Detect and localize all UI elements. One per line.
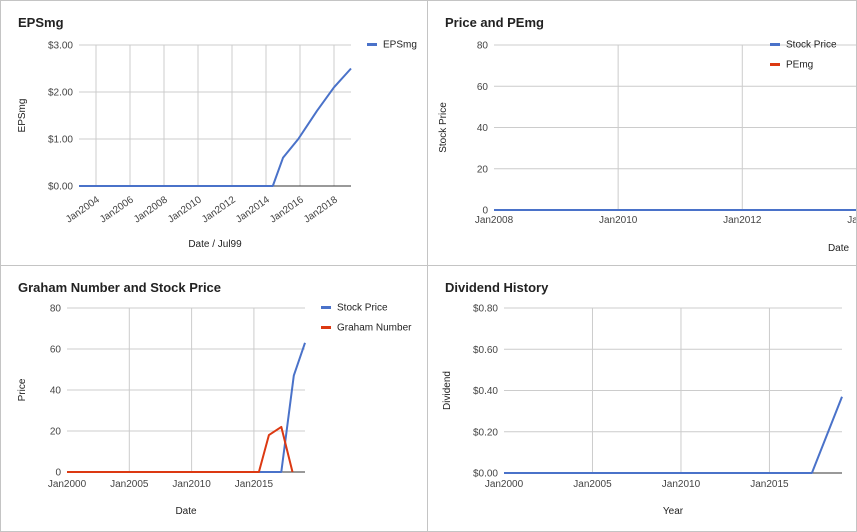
legend-swatch: [367, 43, 377, 46]
chart-title: Price and PEmg: [445, 15, 544, 30]
chart-title: Dividend History: [445, 280, 549, 295]
x-tick-label: Jan2004: [64, 194, 102, 225]
x-tick-label: Jan2015: [235, 479, 274, 490]
x-tick-label: Jan2010: [172, 479, 211, 490]
x-tick-label: Jan2012: [723, 215, 762, 226]
y-axis-title: Stock Price: [438, 102, 449, 153]
chart-svg: EPSmg$0.00$1.00$2.00$3.00Jan2004Jan2006J…: [17, 15, 417, 250]
x-tick-label: Jan2014: [234, 194, 272, 225]
legend-label: Graham Number: [337, 323, 412, 334]
y-axis-title: Price: [17, 378, 28, 401]
x-tick-label: Jan2012: [200, 194, 238, 225]
y-tick-label: 60: [477, 82, 489, 93]
chart-title: Graham Number and Stock Price: [18, 280, 221, 295]
chart-svg: Price and PEmg 0 20 40 60 80 Jan2008 Jan2010 Jan…: [438, 15, 857, 254]
y-tick-label: 0: [55, 468, 61, 479]
x-tick-label: Jan2018: [302, 194, 340, 225]
y-tick-label: 60: [50, 345, 62, 356]
chart-panel-epsmg: EPSmg $0.00 $1.00 $2.00 $3.00 Jan2004 Jan2006 J…: [0, 0, 428, 266]
legend-swatch: [770, 43, 780, 46]
y-tick-label: 40: [477, 123, 489, 134]
series-line: [67, 425, 294, 473]
x-tick-label: Jan2010: [662, 479, 701, 490]
chart-panel-dividend: Dividend History $0.00 $0.20 $0.40 $0.60 $0.8…: [427, 265, 857, 532]
x-tick-label: Jan2015: [750, 479, 789, 490]
x-axis-title: Date / Jul99: [188, 239, 242, 250]
chart-svg: Dividend History $0.00 $0.20 $0.40 $0.60 $0.8…: [442, 280, 843, 517]
legend-label: EPSmg: [383, 40, 417, 51]
y-axis-title: EPSmg: [17, 99, 28, 133]
chart-panel-graham: Graham Number and Stock Price 0 20 40 60 80 Ja…: [0, 265, 428, 532]
legend-label: PEmg: [786, 60, 813, 71]
y-axis-title: Dividend: [442, 371, 453, 410]
y-tick-label: $0.60: [473, 345, 498, 356]
legend-swatch: [321, 326, 331, 329]
y-tick-label: $1.00: [48, 135, 73, 146]
series-line: [67, 342, 306, 473]
y-tick-label: $0.80: [473, 304, 498, 315]
y-tick-label: 80: [477, 41, 489, 52]
x-tick-label: Jan2014: [847, 215, 857, 226]
x-axis-title: Year: [663, 506, 684, 517]
series-line: [79, 67, 352, 187]
legend-label: Stock Price: [337, 303, 388, 314]
y-tick-label: $0.40: [473, 386, 498, 397]
chart-title: EPSmg: [18, 15, 64, 30]
y-tick-label: $0.00: [473, 469, 498, 480]
series-line: [504, 396, 843, 474]
x-axis-title: Date: [175, 506, 197, 517]
x-tick-label: Jan2008: [132, 194, 170, 225]
y-tick-label: $0.00: [48, 182, 73, 193]
x-tick-label: Jan2008: [475, 215, 514, 226]
y-tick-label: $2.00: [48, 88, 73, 99]
y-tick-label: $0.20: [473, 427, 498, 438]
y-tick-label: 0: [482, 206, 488, 217]
series-line: [494, 209, 856, 211]
x-tick-label: Jan2005: [110, 479, 149, 490]
y-tick-label: 80: [50, 304, 62, 315]
legend-swatch: [321, 306, 331, 309]
x-tick-label: Jan2010: [599, 215, 638, 226]
chart-panel-price-pemg: Price and PEmg 0 20 40 60 80 Jan2008 Jan2010 Jan…: [427, 0, 857, 266]
x-tick-label: Jan2016: [268, 194, 306, 225]
x-tick-label: Jan2000: [485, 479, 524, 490]
y-tick-label: 20: [477, 164, 489, 175]
y-tick-label: 20: [50, 427, 62, 438]
x-axis-title: Date: [828, 243, 850, 254]
x-tick-label: Jan2010: [166, 194, 204, 225]
x-tick-label: Jan2000: [48, 479, 87, 490]
legend-label: Stock Price: [786, 40, 837, 51]
legend-swatch: [770, 63, 780, 66]
y-tick-label: 40: [50, 386, 62, 397]
x-tick-label: Jan2006: [98, 194, 136, 225]
y-tick-label: $3.00: [48, 41, 73, 52]
x-tick-label: Jan2005: [573, 479, 612, 490]
chart-svg: Graham Number and Stock Price 0 20 40 60 80 Ja…: [17, 280, 412, 517]
